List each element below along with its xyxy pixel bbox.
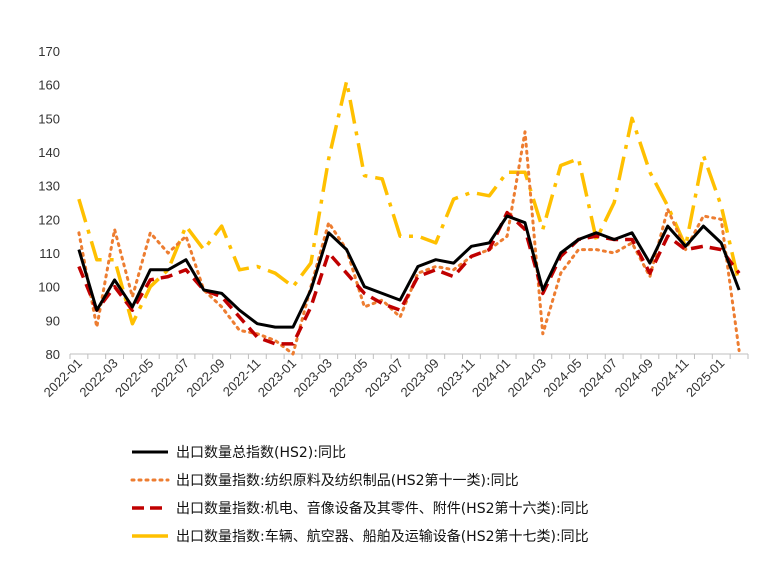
x-tick-label: 2024-09 — [612, 356, 656, 400]
legend: 出口数量总指数(HS2):同比出口数量指数:纺织原料及纺织制品(HS2第十一类)… — [130, 445, 589, 545]
legend-label-2: 出口数量指数:纺织原料及纺织制品(HS2第十一类):同比 — [176, 472, 519, 489]
legend-label-3: 出口数量指数:机电、音像设备及其零件、附件(HS2第十六类):同比 — [176, 500, 589, 517]
legend-label-1: 出口数量总指数(HS2):同比 — [176, 445, 346, 461]
x-tick-label: 2022-07 — [148, 356, 192, 400]
x-tick-label: 2022-03 — [76, 356, 120, 400]
x-tick-label: 2024-01 — [469, 356, 513, 400]
x-tick-label: 2023-07 — [362, 356, 406, 400]
x-tick-label: 2023-03 — [290, 356, 334, 400]
y-tick-label: 120 — [38, 212, 60, 227]
y-tick-label: 170 — [38, 44, 60, 59]
y-tick-label: 90 — [46, 313, 60, 328]
x-tick-label: 2023-09 — [398, 356, 442, 400]
x-tick-label: 2022-01 — [41, 356, 85, 400]
y-tick-label: 150 — [38, 111, 60, 126]
y-axis: 80 90 100 110 120 130 140 150 160 170 — [38, 44, 60, 362]
y-tick-label: 110 — [39, 246, 60, 261]
series-line-3 — [77, 210, 741, 346]
x-axis: 2022-012022-032022-052022-072022-092022-… — [41, 353, 749, 400]
y-tick-label: 140 — [38, 145, 60, 160]
series-line-4 — [77, 79, 741, 326]
x-tick-label: 2022-09 — [183, 356, 227, 400]
x-tick-label: 2024-07 — [576, 356, 620, 400]
x-tick-label: 2024-05 — [540, 356, 584, 400]
series-line-1 — [77, 214, 741, 329]
series-line-2 — [77, 130, 741, 356]
series-layer — [77, 79, 741, 356]
y-tick-label: 80 — [46, 347, 60, 362]
x-tick-label: 2024-03 — [505, 356, 549, 400]
x-tick-label: 2023-01 — [255, 356, 299, 400]
y-tick-label: 160 — [38, 78, 60, 93]
x-tick-label: 2022-05 — [112, 356, 156, 400]
y-tick-label: 100 — [38, 280, 60, 295]
x-tick-label: 2025-01 — [683, 356, 727, 400]
x-tick-label: 2023-05 — [326, 356, 370, 400]
legend-label-4: 出口数量指数:车辆、航空器、船舶及运输设备(HS2第十七类):同比 — [176, 528, 589, 545]
y-tick-label: 130 — [38, 179, 60, 194]
